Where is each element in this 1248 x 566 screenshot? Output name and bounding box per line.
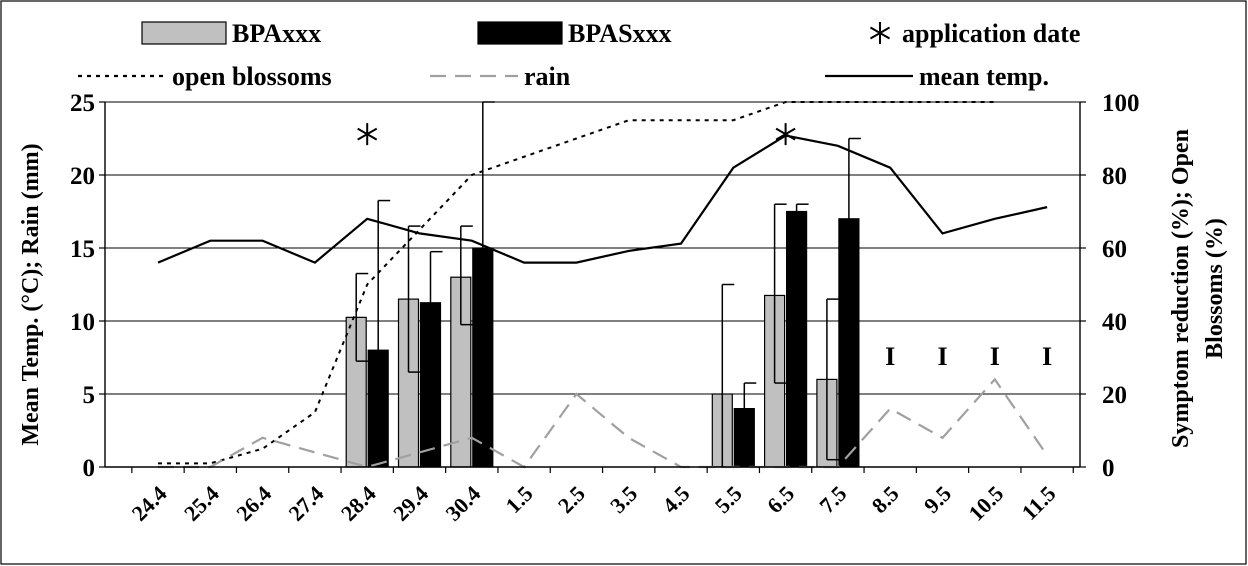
legend: BPAxxx BPASxxx application date open blosso… xyxy=(78,19,1080,91)
bar-BPASxxx-29.4 xyxy=(419,302,442,468)
y-axis-title-right-line: Blossoms (%) xyxy=(1202,218,1228,359)
legend-label: mean temp. xyxy=(919,62,1049,91)
y-tick-label-left: 0 xyxy=(83,455,96,482)
legend-label: application date xyxy=(902,19,1080,48)
bar-BPASxxx-7.5 xyxy=(838,218,860,468)
y-tick-label-left: 25 xyxy=(70,90,95,117)
y-axis-title-left: Mean Temp. (°C); Rain (mm) xyxy=(18,143,44,445)
bar-BPASxxx-30.4 xyxy=(472,247,494,468)
annotation-10.5: I xyxy=(990,342,1000,371)
annotation-8.5: I xyxy=(885,342,895,371)
star-stroke xyxy=(357,127,378,141)
bar-BPASxxx-28.4 xyxy=(367,349,389,468)
y-tick-label-left: 10 xyxy=(70,309,95,336)
line-mean-temp- xyxy=(157,134,1048,264)
y-tick-label-right: 0 xyxy=(1102,455,1115,482)
bars xyxy=(345,101,861,468)
star-stroke xyxy=(775,127,796,141)
legend-label: open blossoms xyxy=(172,62,332,91)
bar-BPASxxx-6.5 xyxy=(785,210,808,468)
legend-swatch-BPASxxx xyxy=(477,21,563,45)
line-rain xyxy=(158,377,1049,469)
application-date-star-6.5 xyxy=(775,123,796,146)
y-axis-title-right-line: Symptom reduction (%); Open xyxy=(1168,129,1194,448)
bar-BPASxxx-5.5 xyxy=(733,408,755,468)
lines xyxy=(157,101,1049,469)
legend-label: BPAxxx xyxy=(232,19,321,48)
annotation-9.5: I xyxy=(937,342,947,371)
line-open-blossoms xyxy=(158,101,995,465)
annotation-11.5: I xyxy=(1042,342,1052,371)
legend-swatch-star xyxy=(869,22,891,44)
legend-label: BPASxxx xyxy=(568,19,672,48)
y-tick-label-left: 5 xyxy=(83,382,96,409)
legend-swatch-BPAxxx xyxy=(141,21,227,45)
y-tick-label-right: 80 xyxy=(1102,163,1127,190)
gridlines xyxy=(105,101,1080,395)
star-stroke xyxy=(869,26,891,40)
y-tick-label-right: 40 xyxy=(1102,309,1127,336)
y-tick-label-right: 100 xyxy=(1102,90,1140,117)
y-tick-label-left: 15 xyxy=(70,236,95,263)
application-date-star-28.4 xyxy=(357,123,378,146)
y-tick-label-right: 60 xyxy=(1102,236,1127,263)
y-tick-label-right: 20 xyxy=(1102,382,1127,409)
y-tick-label-left: 20 xyxy=(70,163,95,190)
legend-label: rain xyxy=(524,62,571,91)
